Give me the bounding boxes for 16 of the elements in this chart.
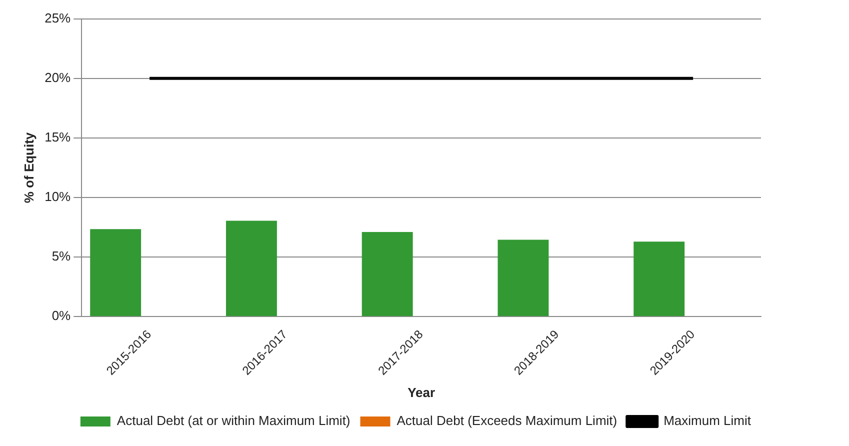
y-tick-label: 20% <box>44 70 72 85</box>
y-tick-label: 5% <box>52 248 72 264</box>
legend-label: Maximum Limit <box>664 413 752 428</box>
legend-label: Actual Debt (at or within Maximum Limit) <box>116 413 350 428</box>
bar <box>498 240 549 316</box>
y-tick-label: 25% <box>44 10 72 26</box>
bar <box>362 232 413 316</box>
y-tick-label: 0% <box>52 308 72 324</box>
legend-label: Actual Debt (Exceeds Maximum Limit) <box>396 413 618 428</box>
x-axis-title: Year <box>408 384 436 400</box>
bar <box>634 242 685 316</box>
y-axis-title: % of Equity <box>21 132 36 204</box>
bar <box>226 220 277 316</box>
y-tick-label: 10% <box>44 189 72 204</box>
y-tick-label: 15% <box>44 130 72 145</box>
bar <box>90 229 142 316</box>
